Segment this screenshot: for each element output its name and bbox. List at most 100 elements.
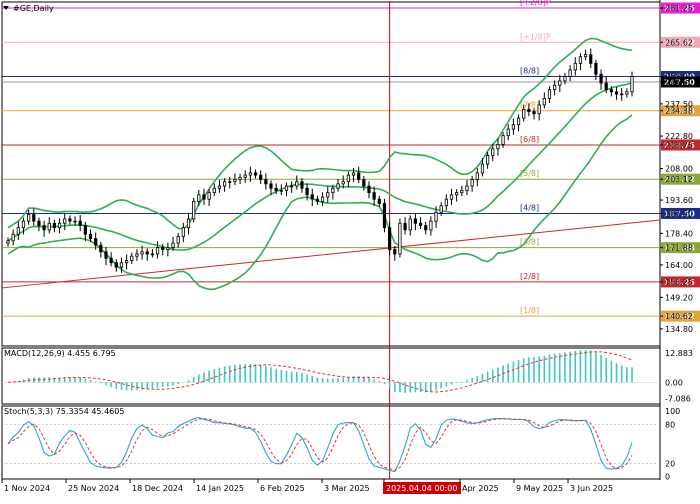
- candle[interactable]: [496, 138, 500, 156]
- candle[interactable]: [16, 221, 20, 240]
- candle[interactable]: [37, 217, 41, 232]
- candle[interactable]: [284, 182, 289, 197]
- candle[interactable]: [424, 221, 428, 235]
- candle[interactable]: [140, 245, 144, 260]
- candle[interactable]: [130, 252, 134, 265]
- candle[interactable]: [413, 214, 418, 231]
- candle[interactable]: [455, 189, 459, 202]
- candle[interactable]: [609, 86, 613, 97]
- candle[interactable]: [501, 132, 505, 148]
- candle[interactable]: [290, 181, 294, 193]
- macd-panel[interactable]: [1, 347, 661, 405]
- candle[interactable]: [346, 171, 350, 188]
- candle[interactable]: [32, 208, 36, 226]
- candle[interactable]: [625, 88, 629, 98]
- candle[interactable]: [630, 71, 634, 97]
- candle[interactable]: [604, 76, 608, 94]
- candle[interactable]: [135, 249, 139, 261]
- candle[interactable]: [522, 104, 526, 122]
- candle[interactable]: [439, 202, 443, 216]
- candle[interactable]: [408, 215, 412, 236]
- candle[interactable]: [511, 118, 515, 135]
- candle[interactable]: [171, 236, 175, 251]
- candle[interactable]: [119, 257, 124, 273]
- candle[interactable]: [295, 175, 299, 190]
- candle[interactable]: [372, 186, 376, 206]
- candle[interactable]: [542, 92, 546, 109]
- candle[interactable]: [269, 180, 273, 196]
- candle[interactable]: [336, 179, 340, 192]
- candle[interactable]: [599, 69, 603, 90]
- candle[interactable]: [207, 189, 211, 206]
- candle[interactable]: [486, 151, 490, 169]
- candle[interactable]: [150, 249, 154, 258]
- candle[interactable]: [563, 72, 567, 85]
- candle[interactable]: [114, 259, 118, 272]
- price-panel[interactable]: [1, 1, 661, 347]
- candle[interactable]: [429, 216, 433, 236]
- candle[interactable]: [233, 173, 237, 186]
- candle[interactable]: [186, 212, 191, 235]
- candle[interactable]: [57, 218, 62, 234]
- candle[interactable]: [176, 232, 180, 248]
- candle[interactable]: [315, 195, 320, 205]
- candle[interactable]: [52, 219, 57, 233]
- candle[interactable]: [145, 248, 149, 261]
- candle[interactable]: [558, 74, 562, 93]
- candle[interactable]: [331, 184, 335, 200]
- candle[interactable]: [527, 103, 531, 117]
- candle[interactable]: [78, 214, 82, 232]
- candle[interactable]: [248, 166, 252, 182]
- candle[interactable]: [620, 87, 624, 101]
- candle[interactable]: [326, 186, 330, 203]
- candle[interactable]: [578, 53, 583, 71]
- candle[interactable]: [341, 175, 345, 189]
- candle[interactable]: [88, 229, 93, 243]
- candle[interactable]: [274, 183, 278, 194]
- candle[interactable]: [243, 170, 247, 183]
- candle[interactable]: [279, 184, 283, 196]
- candle[interactable]: [382, 198, 387, 233]
- candle[interactable]: [259, 170, 263, 185]
- candle[interactable]: [403, 217, 407, 235]
- candle[interactable]: [537, 100, 541, 121]
- candle[interactable]: [305, 183, 309, 201]
- candle[interactable]: [532, 108, 536, 120]
- stoch-panel[interactable]: [1, 405, 661, 480]
- candle[interactable]: [27, 209, 31, 225]
- candle[interactable]: [393, 246, 397, 261]
- candle[interactable]: [47, 217, 51, 234]
- candle[interactable]: [217, 179, 222, 193]
- candle[interactable]: [125, 254, 129, 270]
- candle[interactable]: [161, 243, 165, 256]
- candle[interactable]: [480, 158, 485, 177]
- candle[interactable]: [155, 241, 160, 259]
- candle[interactable]: [192, 197, 196, 223]
- candle[interactable]: [367, 181, 371, 199]
- candle[interactable]: [614, 87, 619, 100]
- candle[interactable]: [68, 215, 72, 225]
- candle[interactable]: [470, 175, 474, 192]
- candle[interactable]: [553, 80, 557, 96]
- candle[interactable]: [568, 65, 572, 82]
- candle[interactable]: [594, 59, 598, 81]
- candle[interactable]: [362, 175, 366, 191]
- candle[interactable]: [94, 232, 98, 250]
- candle[interactable]: [465, 179, 469, 196]
- candle[interactable]: [388, 221, 392, 256]
- candle[interactable]: [418, 217, 423, 229]
- candle[interactable]: [320, 192, 325, 206]
- candle[interactable]: [377, 195, 381, 208]
- candle[interactable]: [253, 169, 258, 179]
- candle[interactable]: [42, 220, 46, 237]
- candle[interactable]: [583, 49, 588, 61]
- candle[interactable]: [300, 178, 304, 193]
- candle[interactable]: [212, 183, 216, 197]
- candle[interactable]: [6, 237, 10, 247]
- candle[interactable]: [547, 86, 552, 104]
- candle[interactable]: [104, 246, 108, 266]
- candle[interactable]: [491, 143, 495, 162]
- candle[interactable]: [11, 229, 15, 246]
- candle[interactable]: [83, 221, 87, 242]
